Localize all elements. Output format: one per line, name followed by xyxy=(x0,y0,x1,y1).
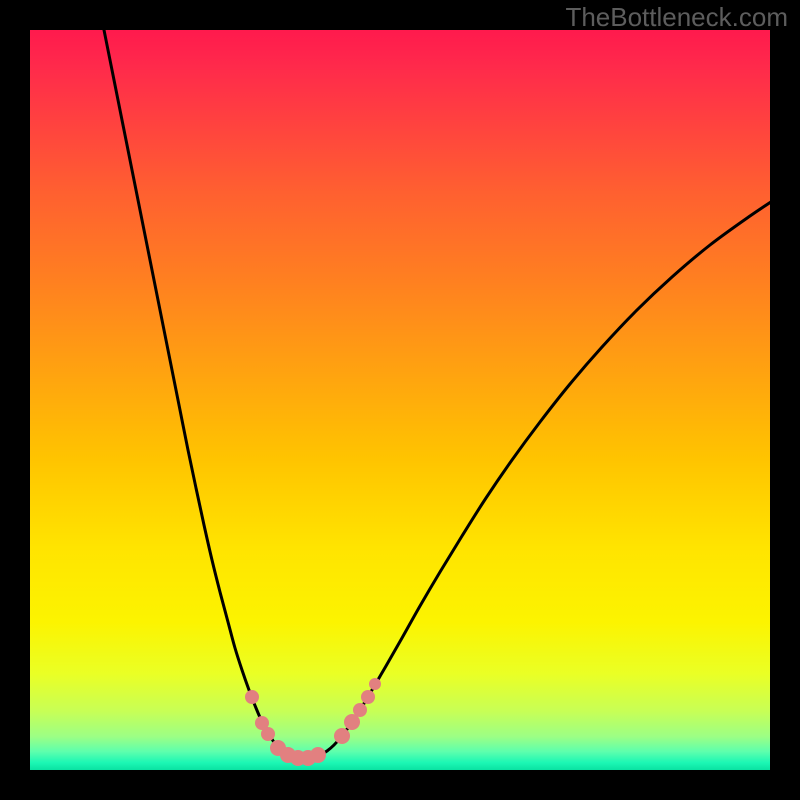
curve-marker xyxy=(369,678,381,690)
chart-svg xyxy=(30,30,770,770)
plot-area xyxy=(30,30,770,770)
curve-marker xyxy=(261,727,275,741)
curve-marker xyxy=(361,690,375,704)
chart-background xyxy=(30,30,770,770)
watermark-text: TheBottleneck.com xyxy=(565,2,788,33)
curve-marker xyxy=(310,747,326,763)
curve-marker xyxy=(245,690,259,704)
curve-marker xyxy=(353,703,367,717)
curve-marker xyxy=(334,728,350,744)
